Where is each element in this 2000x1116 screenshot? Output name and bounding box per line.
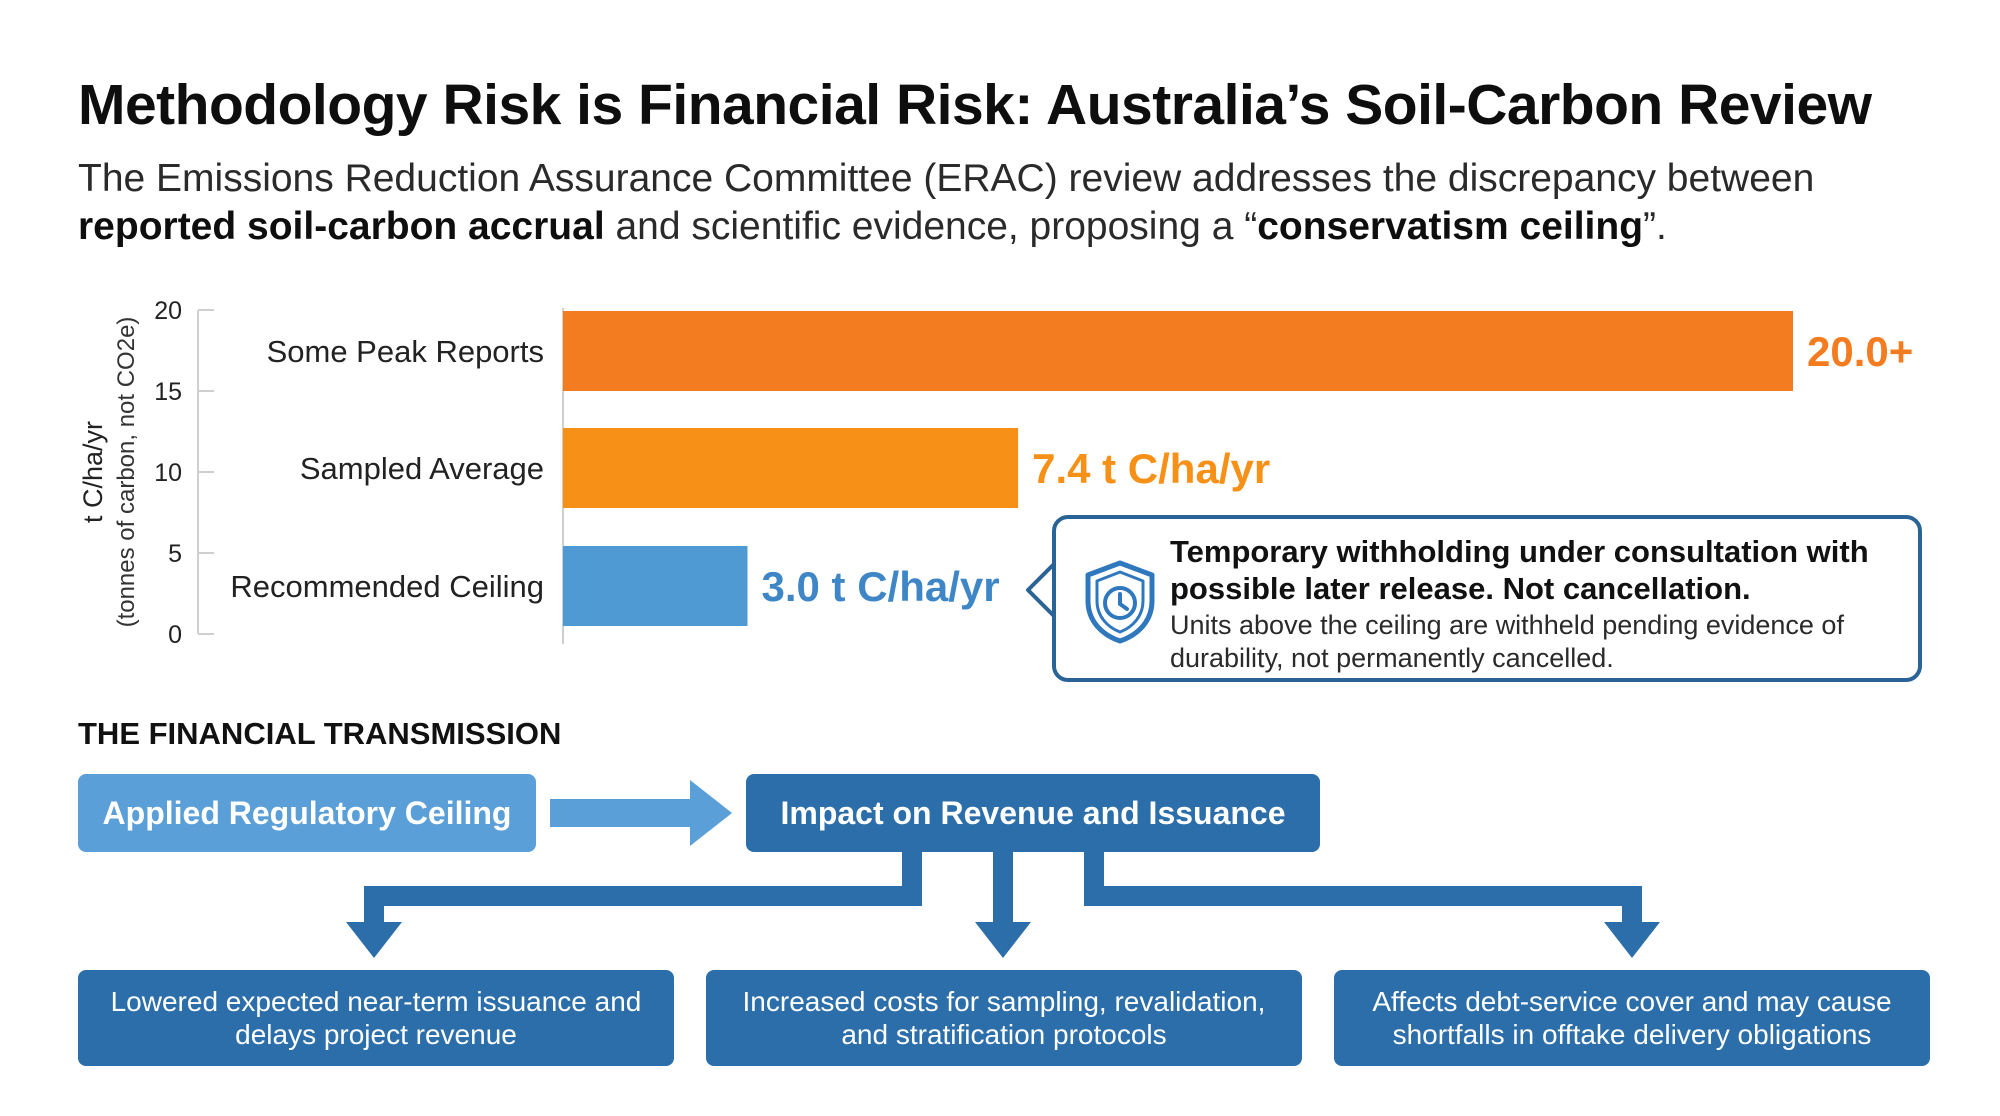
y-tick-label: 20: [154, 297, 182, 325]
y-ticks: 0 5 10 15 20: [154, 297, 214, 649]
bar: [563, 311, 1793, 391]
y-axis-title: t C/ha/yr: [78, 421, 108, 523]
subtitle-bold-2: conservatism ceiling: [1257, 205, 1644, 248]
subtitle-text-1: The Emissions Reduction Assurance Commit…: [78, 157, 1815, 200]
impact-box: Impact on Revenue and Issuance: [746, 774, 1320, 852]
category-label: Some Peak Reports: [267, 334, 544, 369]
y-tick-label: 15: [154, 378, 182, 406]
page-title: Methodology Risk is Financial Risk: Aust…: [78, 73, 1872, 137]
branch-connectors: [364, 852, 1642, 928]
callout-body: Units above the ceiling are withheld pen…: [1170, 610, 1844, 673]
y-tick-label: 5: [168, 540, 182, 568]
right-arrow-icon: [550, 780, 732, 846]
down-arrow-icon: [975, 922, 1031, 958]
y-tick-label: 0: [168, 621, 182, 649]
page-subtitle: The Emissions Reduction Assurance Commit…: [78, 155, 1918, 251]
subtitle-text-2: and scientific evidence, proposing a “: [604, 205, 1258, 248]
bar-value-label: 7.4 t C/ha/yr: [1032, 445, 1270, 492]
branch-arrowheads: [346, 922, 1660, 958]
bar-value-label: 3.0 t C/ha/yr: [762, 563, 1000, 610]
subtitle-text-3: ”.: [1643, 205, 1667, 248]
down-arrow-icon: [346, 922, 402, 958]
category-label: Sampled Average: [300, 451, 544, 486]
bar-value-label: 20.0+: [1807, 328, 1913, 375]
applied-ceiling-box: Applied Regulatory Ceiling: [78, 774, 536, 852]
outcome-card-debt: Affects debt-service cover and may cause…: [1334, 970, 1930, 1066]
subtitle-bold-1: reported soil-carbon accrual: [78, 205, 605, 248]
withholding-callout: Temporary withholding under consultation…: [1052, 515, 1922, 682]
bar: [563, 428, 1019, 508]
shield-clock-icon: [1085, 560, 1155, 644]
callout-heading: Temporary withholding under consultation…: [1170, 534, 1869, 606]
y-tick-label: 10: [154, 459, 182, 487]
y-axis-subtitle: (tonnes of carbon, not CO2e): [113, 317, 140, 628]
down-arrow-icon: [1604, 922, 1660, 958]
outcome-card-costs: Increased costs for sampling, revalidati…: [706, 970, 1302, 1066]
section-label: THE FINANCIAL TRANSMISSION: [78, 716, 562, 751]
bar-chart: 0 5 10 15 20 t C/ha/yr (tonnes of carbon, no…: [78, 297, 1913, 649]
outcome-card-issuance: Lowered expected near-term issuance and …: [78, 970, 674, 1066]
bar: [563, 546, 748, 626]
bars: Some Peak Reports 20.0+ Sampled Average 7.4…: [230, 311, 1913, 626]
category-label: Recommended Ceiling: [230, 569, 544, 604]
